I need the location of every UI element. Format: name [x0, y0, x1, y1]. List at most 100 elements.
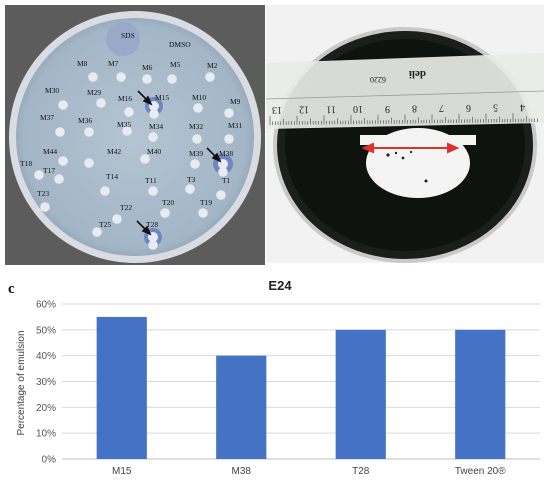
well-label: M30: [45, 86, 59, 95]
well-disc: [185, 184, 195, 194]
bar: [96, 316, 147, 459]
well-label: M34: [149, 122, 163, 131]
well-disc: [216, 190, 226, 200]
well-disc: [224, 134, 234, 144]
well-label: M6: [142, 63, 153, 72]
well-label: M40: [147, 147, 161, 156]
well-label: M15: [155, 93, 169, 102]
y-tick-label: 10%: [36, 429, 56, 440]
well-disc: [218, 167, 228, 177]
well-disc: [198, 208, 208, 218]
well-disc: [224, 108, 234, 118]
well-label: T11: [145, 176, 157, 185]
well-label: M44: [43, 147, 57, 156]
well-disc: [192, 134, 202, 144]
well-label: T23: [37, 189, 49, 198]
emulsion-photo: 13 12 11 10 9 8 7 6 5 4 deli 6220: [266, 5, 544, 263]
ruler-number: 4: [520, 101, 525, 112]
well-disc: [190, 159, 200, 169]
x-tick-label: T28: [352, 466, 370, 476]
well-disc: [96, 98, 106, 108]
well-label: M37: [40, 113, 54, 122]
well-disc: [84, 158, 94, 168]
well-label: M8: [77, 59, 88, 68]
well-disc: [34, 170, 44, 180]
ruler-number: 8: [412, 103, 417, 114]
well-disc: [54, 174, 64, 184]
well-disc: [40, 202, 50, 212]
y-tick-label: 40%: [36, 351, 56, 362]
well-label: M5: [170, 60, 181, 69]
x-tick-label: Tween 20®: [455, 466, 506, 476]
well-label: T18: [20, 159, 32, 168]
ruler-number: 10: [353, 103, 363, 114]
ruler-number: 7: [439, 102, 444, 113]
well-label: M36: [78, 116, 92, 125]
well-label: M35: [117, 120, 131, 129]
y-tick-label: 30%: [36, 377, 56, 388]
y-tick-label: 20%: [36, 403, 56, 414]
well-label: M10: [192, 93, 206, 102]
well-label: DMSO: [169, 40, 191, 49]
ruler-number: 9: [385, 103, 390, 114]
ruler-code: 6220: [370, 75, 386, 84]
bar: [335, 329, 386, 459]
well-disc: [148, 186, 158, 196]
well-disc: [100, 186, 110, 196]
y-tick-label: 60%: [36, 300, 56, 311]
well-label: T1: [222, 176, 231, 185]
well-label: T25: [99, 220, 111, 229]
x-tick-label: M38: [232, 466, 252, 476]
well-label: T14: [106, 172, 118, 181]
well-disc: [92, 227, 102, 237]
well-disc: [116, 72, 126, 82]
ruler-number: 11: [326, 103, 336, 114]
well-disc: [58, 100, 68, 110]
well-disc: [58, 156, 68, 166]
well-label: T3: [187, 175, 196, 184]
well-disc: [55, 127, 65, 137]
well-label: M29: [87, 88, 101, 97]
ruler-brand: deli: [409, 68, 426, 80]
well-label: T17: [43, 166, 55, 175]
well-label: M38: [219, 149, 233, 158]
well-label: M42: [107, 147, 121, 156]
well-label: M16: [118, 94, 132, 103]
well-disc: [193, 103, 203, 113]
well-label: T19: [200, 198, 212, 207]
y-axis-label: Percentage of emulsion: [16, 330, 27, 435]
well-disc: [84, 127, 94, 137]
well-disc: [142, 74, 152, 84]
bar: [216, 355, 267, 459]
well-disc: [140, 154, 150, 164]
well-label: SDS: [121, 31, 135, 40]
well-label: M2: [207, 61, 218, 70]
bar: [455, 329, 506, 459]
well-disc: [122, 126, 132, 136]
well-label: M32: [189, 122, 203, 131]
chart-title: E24: [268, 278, 292, 293]
ruler-number: 5: [493, 102, 498, 113]
sds-halo: [106, 22, 140, 56]
y-tick-label: 0%: [42, 455, 57, 466]
ruler-number: 12: [299, 104, 309, 115]
ruler-number: 6: [466, 102, 471, 113]
well-disc: [149, 109, 159, 119]
panel-letter-c: c: [8, 281, 15, 297]
well-disc: [124, 107, 134, 117]
petri-dish-photo: SDS DMSO M8 M7 M6 M5 M2 M30 M29 M16 M15 M10 M9 M37 M36…: [5, 5, 265, 265]
well-label: M31: [228, 121, 242, 130]
well-disc: [112, 214, 122, 224]
well-label: T20: [162, 198, 174, 207]
well-label: T22: [120, 203, 132, 212]
well-disc: [148, 132, 158, 142]
ruler-number: 13: [272, 104, 282, 115]
well-disc: [167, 74, 177, 84]
well-label: M7: [108, 59, 119, 68]
x-tick-label: M15: [112, 466, 132, 476]
well-disc: [148, 240, 158, 250]
well-label: M9: [230, 97, 241, 106]
y-tick-label: 50%: [36, 325, 56, 336]
well-label: T28: [146, 220, 158, 229]
well-disc: [205, 72, 215, 82]
